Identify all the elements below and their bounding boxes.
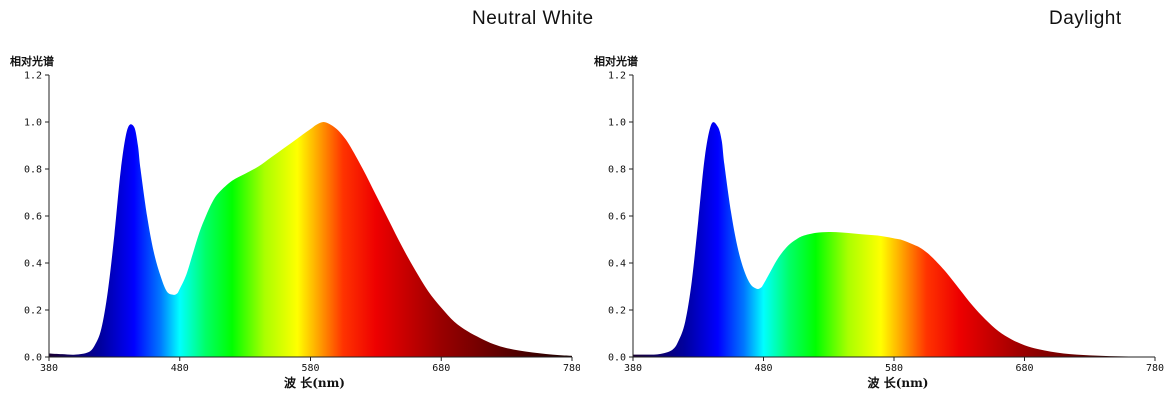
x-tick-label: 680 — [432, 363, 450, 374]
y-tick-label: 0.2 — [608, 306, 626, 317]
x-tick-label: 480 — [754, 363, 772, 374]
spectrum-chart-daylight: 0.0 0.2 0.4 0.6 0.8 1.0 1.2 380 480 580 680 780 相对光谱… — [594, 54, 1164, 390]
y-tick-label: 0.6 — [608, 212, 626, 223]
spectrum-area — [49, 122, 572, 357]
y-tick-label: 1.2 — [608, 71, 626, 82]
x-tick-label: 780 — [563, 363, 580, 374]
x-tick-label: 780 — [1146, 363, 1164, 374]
y-tick-label: 0.4 — [608, 259, 626, 270]
spectrum-chart-neutral-white: 0.0 0.2 0.4 0.6 0.8 1.0 1.2 380 480 580 680 780 相对光谱… — [10, 54, 580, 390]
y-tick-label: 1.0 — [608, 118, 626, 129]
spectrum-area — [633, 122, 1155, 357]
x-axis-label: 波 长(nm) — [868, 375, 929, 390]
y-tick-label: 0.0 — [24, 353, 42, 364]
x-tick-label: 480 — [171, 363, 189, 374]
y-tick-label: 1.2 — [24, 71, 42, 82]
y-tick-label: 0.2 — [24, 306, 42, 317]
y-axis-label: 相对光谱 — [594, 54, 638, 68]
y-tick-label: 0.8 — [608, 165, 626, 176]
x-tick-label: 580 — [301, 363, 319, 374]
y-tick-label: 1.0 — [24, 118, 42, 129]
chart-title-daylight: Daylight — [1049, 8, 1122, 29]
x-axis-label: 波 长(nm) — [284, 375, 345, 390]
y-tick-label: 0.6 — [24, 212, 42, 223]
y-axis-label: 相对光谱 — [10, 54, 54, 68]
x-tick-label: 380 — [624, 363, 642, 374]
x-tick-label: 680 — [1015, 363, 1033, 374]
x-tick-label: 380 — [40, 363, 58, 374]
x-tick-label: 580 — [885, 363, 903, 374]
y-tick-label: 0.4 — [24, 259, 42, 270]
y-tick-label: 0.0 — [608, 353, 626, 364]
y-tick-label: 0.8 — [24, 165, 42, 176]
chart-title-neutral-white: Neutral White — [472, 8, 594, 29]
